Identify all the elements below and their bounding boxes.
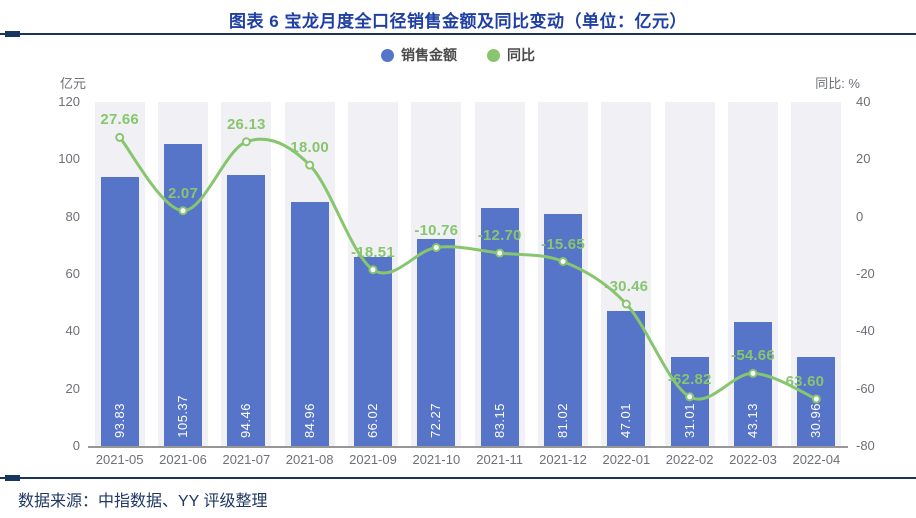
line-point[interactable] (115, 132, 125, 142)
legend-label-sales: 销售金额 (401, 47, 457, 63)
y-tick-label-right: -80 (856, 438, 875, 453)
line-value-label: -54.66 (731, 347, 775, 365)
y-tick-label-left: 60 (65, 266, 80, 281)
legend-item-sales[interactable]: 销售金额 (381, 45, 457, 65)
y-tick-label-right: 0 (856, 208, 864, 224)
legend-label-yoy: 同比 (507, 47, 535, 63)
line-point[interactable] (811, 394, 821, 404)
sales-bar[interactable] (354, 256, 392, 446)
line-point[interactable] (558, 257, 568, 266)
line-point[interactable] (748, 368, 758, 378)
x-tick-label: 2021-11 (476, 452, 524, 467)
line-value-label: -12.70 (477, 227, 522, 245)
line-point[interactable] (495, 248, 505, 258)
line-value-label: -15.65 (541, 235, 585, 253)
line-value-label: 18.00 (290, 139, 329, 157)
x-tick-label: 2022-04 (792, 452, 841, 467)
x-tick-label: 2022-03 (729, 452, 777, 467)
legend: 销售金额 同比 (0, 45, 916, 65)
source-divider (0, 475, 916, 481)
y-tick-label-right: 20 (856, 151, 871, 167)
line-value-label: 26.13 (227, 115, 266, 133)
yoy-line-path (118, 135, 818, 401)
left-axis-name: 亿元 (59, 76, 86, 91)
y-tick-label-left: 20 (65, 380, 80, 396)
y-tick-label-left: 120 (58, 94, 80, 109)
line-value-label: -62.82 (667, 370, 712, 388)
x-tick-label: 2022-02 (665, 452, 714, 467)
line-point[interactable] (368, 265, 378, 275)
y-tick-label-left: 80 (65, 208, 80, 224)
data-source-note: 数据来源：中指数据、YY 评级整理 (18, 493, 268, 510)
right-axis-name: 同比: % (815, 76, 860, 91)
line-value-label: 2.07 (168, 184, 198, 202)
line-point[interactable] (621, 299, 631, 309)
x-axis-line (88, 446, 848, 448)
legend-item-yoy[interactable]: 同比 (487, 45, 535, 65)
x-tick-label: 2021-12 (539, 452, 587, 467)
y-tick-label-right: -40 (856, 323, 875, 339)
line-value-label: -63.60 (780, 373, 825, 390)
x-tick-label: 2021-05 (95, 452, 144, 467)
sales-bar[interactable] (480, 207, 519, 446)
y-tick-label-right: -20 (856, 266, 875, 281)
line-value-label: -10.76 (414, 221, 459, 239)
y-tick-label-right: 40 (856, 94, 871, 109)
y-tick-label-left: 0 (72, 438, 80, 453)
x-tick-label: 2021-10 (412, 452, 461, 467)
sales-bar[interactable] (417, 238, 456, 446)
title-divider-accent (5, 31, 20, 37)
sales-bar[interactable] (670, 357, 709, 446)
x-tick-label: 2021-06 (159, 452, 207, 467)
x-tick-label: 2021-08 (285, 452, 334, 467)
y-tick-label-right: -60 (856, 380, 875, 396)
y-tick-label-left: 100 (58, 151, 80, 167)
line-point[interactable] (178, 206, 188, 216)
line-value-label: 27.66 (100, 111, 139, 129)
yoy-legend-dot-icon (487, 48, 500, 62)
x-tick-label: 2021-09 (349, 452, 397, 467)
source-divider-accent (5, 475, 20, 481)
sales-bar[interactable] (164, 143, 202, 446)
x-tick-label: 2022-01 (602, 452, 651, 467)
sales-bar[interactable] (290, 202, 329, 446)
line-point[interactable] (241, 137, 251, 147)
sales-bar[interactable] (607, 311, 646, 446)
title-divider (0, 31, 916, 37)
sales-bar[interactable] (100, 177, 139, 446)
sales-bar[interactable] (544, 213, 582, 446)
chart-title: 图表 6 宝龙月度全口径销售金额及同比变动（单位：亿元） (229, 12, 687, 31)
y-tick-label-left: 40 (65, 323, 80, 339)
sales-bar[interactable] (734, 322, 772, 446)
line-value-label: -18.51 (351, 243, 395, 261)
x-tick-label: 2021-07 (222, 452, 271, 467)
sales-legend-dot-icon (381, 48, 394, 62)
line-point[interactable] (431, 243, 441, 252)
sales-bar[interactable] (227, 175, 266, 446)
line-point[interactable] (305, 160, 315, 170)
line-point[interactable] (685, 392, 695, 402)
line-value-label: -30.46 (604, 278, 649, 295)
